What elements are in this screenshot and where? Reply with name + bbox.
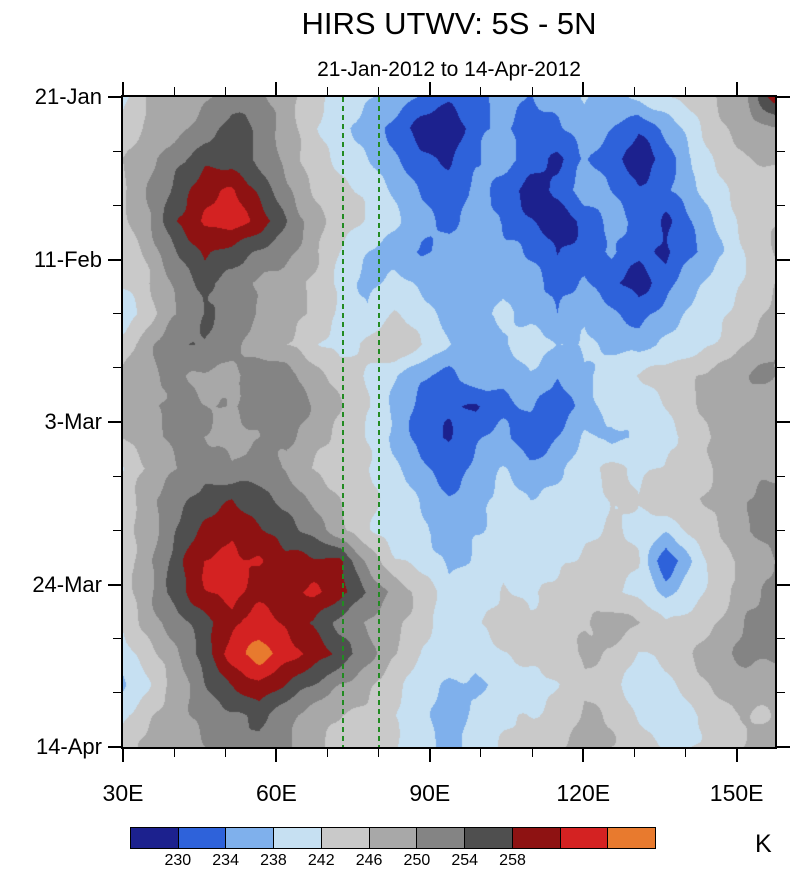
colorbar-tick-label: 230	[164, 852, 192, 869]
x-major-tick	[275, 82, 278, 95]
x-tick-label: 30E	[102, 780, 144, 806]
y-major-tick	[108, 421, 121, 423]
colorbar-unit-label: K	[755, 830, 772, 858]
y-minor-tick	[113, 313, 121, 315]
y-tick-label: 21-Jan	[34, 84, 102, 109]
x-minor-tick	[633, 87, 635, 95]
y-minor-tick	[113, 475, 121, 477]
colorbar	[130, 827, 656, 849]
colorbar-tick-label: 250	[403, 852, 431, 869]
y-minor-tick	[777, 204, 785, 206]
x-minor-tick	[480, 87, 482, 95]
x-major-tick	[428, 749, 431, 762]
x-major-tick	[122, 749, 124, 762]
plot-frame	[121, 95, 777, 749]
colorbar-box	[560, 828, 609, 848]
chart-title: HIRS UTWV: 5S - 5N	[301, 6, 597, 41]
y-minor-tick	[777, 150, 785, 152]
x-major-tick	[582, 749, 585, 762]
colorbar-box	[274, 828, 322, 848]
x-minor-tick	[224, 87, 226, 95]
x-tick-label: 60E	[255, 780, 297, 806]
y-major-tick	[777, 421, 790, 423]
colorbar-box	[321, 828, 370, 848]
colorbar-box	[131, 828, 179, 848]
x-minor-tick	[173, 749, 175, 757]
x-minor-tick	[685, 749, 686, 757]
y-minor-tick	[113, 529, 121, 531]
y-minor-tick	[113, 150, 121, 152]
y-minor-tick	[113, 204, 121, 206]
y-major-tick	[108, 583, 121, 586]
y-minor-tick	[113, 638, 121, 640]
colorbar-box	[178, 828, 227, 848]
colorbar-box	[608, 828, 656, 848]
x-major-tick	[428, 82, 431, 95]
x-major-tick	[582, 82, 585, 95]
x-major-tick	[735, 82, 738, 95]
x-major-tick	[122, 82, 124, 95]
x-minor-tick	[531, 749, 533, 757]
colorbar-box	[226, 828, 275, 848]
y-tick-label: 3-Mar	[44, 409, 102, 434]
y-minor-tick	[777, 313, 785, 315]
x-minor-tick	[633, 749, 635, 757]
x-minor-tick	[685, 87, 686, 95]
y-major-tick	[108, 96, 121, 98]
colorbar-box	[512, 828, 561, 848]
y-minor-tick	[777, 638, 785, 640]
colorbar-tick-label: 254	[451, 852, 479, 869]
chart-subtitle: 21-Jan-2012 to 14-Apr-2012	[317, 58, 581, 81]
y-major-tick	[777, 746, 790, 748]
x-major-tick	[275, 749, 278, 762]
heatmap-canvas	[123, 97, 775, 747]
colorbar-box	[417, 828, 466, 848]
colorbar-tick-label: 246	[355, 852, 383, 869]
y-minor-tick	[777, 692, 785, 694]
x-minor-tick	[224, 749, 226, 757]
colorbar-tick-label: 234	[212, 852, 239, 869]
y-major-tick	[777, 583, 790, 586]
reference-line	[341, 97, 344, 747]
x-tick-label: 150E	[709, 780, 764, 806]
x-minor-tick	[327, 87, 329, 95]
colorbar-tick-label: 238	[260, 852, 287, 869]
x-tick-label: 90E	[409, 780, 451, 806]
colorbar-box	[369, 828, 418, 848]
y-major-tick	[108, 258, 121, 261]
y-major-tick	[777, 96, 790, 98]
y-minor-tick	[777, 475, 785, 477]
y-tick-label: 11-Feb	[33, 246, 102, 272]
colorbar-box	[465, 828, 513, 848]
y-tick-label: 24-Mar	[32, 571, 102, 597]
colorbar-tick-label: 242	[307, 852, 335, 869]
y-minor-tick	[777, 529, 785, 531]
x-minor-tick	[378, 87, 380, 95]
x-major-tick	[735, 749, 738, 762]
x-minor-tick	[378, 749, 380, 757]
y-major-tick	[108, 746, 121, 748]
x-minor-tick	[327, 749, 329, 757]
y-minor-tick	[113, 692, 121, 694]
reference-line	[377, 97, 380, 747]
colorbar-tick-label: 258	[499, 852, 526, 869]
x-minor-tick	[480, 749, 482, 757]
x-minor-tick	[173, 87, 175, 95]
y-tick-label: 14-Apr	[35, 734, 102, 759]
x-tick-label: 120E	[556, 780, 611, 806]
y-minor-tick	[777, 367, 785, 369]
y-major-tick	[777, 258, 790, 261]
x-minor-tick	[531, 87, 533, 95]
y-minor-tick	[113, 367, 121, 369]
